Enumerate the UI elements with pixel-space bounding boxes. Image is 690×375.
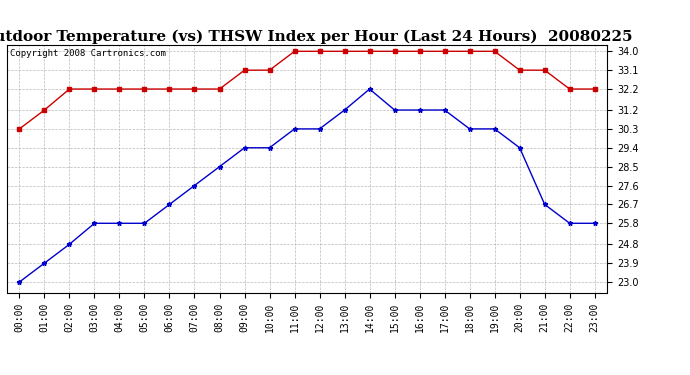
Text: Copyright 2008 Cartronics.com: Copyright 2008 Cartronics.com bbox=[10, 49, 166, 58]
Title: Outdoor Temperature (vs) THSW Index per Hour (Last 24 Hours)  20080225: Outdoor Temperature (vs) THSW Index per … bbox=[0, 30, 633, 44]
